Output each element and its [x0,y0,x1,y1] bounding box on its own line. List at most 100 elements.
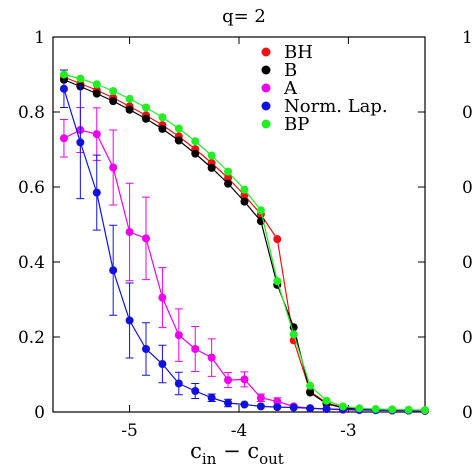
data-point [256,206,265,215]
series-bp [59,70,429,415]
data-point [224,167,233,176]
data-point [256,402,265,411]
data-point [421,406,429,415]
data-point [306,381,315,390]
data-point [256,393,265,402]
x-tick-label: -4 [231,421,248,441]
series-line [63,79,426,412]
chart-title: q= 2 [222,6,266,27]
data-point [306,404,315,413]
data-point [224,399,233,407]
y-tick-label: 0 [34,403,45,423]
x-axis-label: cin − cout [190,439,284,468]
series-a [59,107,429,415]
series-line [63,88,425,412]
data-point [191,387,200,395]
series-norm-lap [59,69,429,415]
data-point [92,80,101,89]
x-axis-label-sub-out: out [259,450,284,468]
data-point [207,151,216,160]
data-point [174,136,183,145]
data-point [92,130,101,139]
data-point [240,375,249,384]
data-point [125,228,134,236]
legend-marker [261,65,271,75]
data-point [306,388,315,397]
data-point [92,188,101,197]
plot-border [52,36,426,413]
data-point [355,404,364,413]
x-axis-label-minus-c: − c [216,439,259,463]
data-point [59,70,68,79]
y-tick-label: 0.4 [18,253,45,273]
data-point [207,353,216,362]
legend-marker [261,119,271,129]
data-point [59,134,68,143]
data-point [191,149,200,158]
legend-marker [261,83,271,93]
data-point [322,396,331,405]
data-point [59,84,68,93]
data-point [404,405,413,414]
y-tick-label-right: 0.4 [462,253,474,273]
data-point [273,277,282,286]
legend-label: A [283,78,298,99]
data-point [92,89,101,98]
data-point [76,138,85,147]
legend-marker [261,101,271,111]
data-point [109,87,118,95]
data-point [240,185,249,194]
series-layer [59,69,429,415]
data-point [338,402,347,411]
data-point [109,163,118,172]
y-tick-label: 1 [34,28,45,48]
data-point [125,94,134,103]
data-point [109,266,118,275]
data-point [273,235,282,244]
data-point [142,345,150,353]
data-point [109,97,118,106]
data-point [371,405,380,413]
data-point [322,405,331,413]
data-point [174,331,183,340]
data-point [142,234,150,243]
data-point [191,137,200,146]
y-tick-label-right: 0.2 [462,328,474,348]
data-point [142,103,150,112]
series-b [59,75,429,415]
y-tick-label-right: 0.6 [462,178,474,198]
data-point [174,379,183,388]
series-bh [59,73,429,415]
data-point [289,330,298,339]
y-tick-label: 0.6 [18,178,45,198]
data-point [158,113,167,122]
data-point [158,360,167,368]
legend-label: B [284,60,297,81]
data-point [224,179,233,188]
legend-label: Norm. Lap. [284,96,388,117]
x-tick-label: -5 [121,421,138,441]
data-point [125,105,134,114]
data-point [174,124,183,133]
y-tick-label: 0.2 [18,328,45,348]
data-point [240,197,249,206]
data-point [207,393,216,402]
y-tick-label-right: 0.8 [462,103,474,123]
series-line [63,73,426,411]
data-point [125,316,134,325]
data-point [142,114,150,123]
data-point [289,403,298,412]
y-tick-label-right: 0 [462,403,473,423]
data-point [273,397,282,406]
y-tick-label: 0.8 [18,103,45,123]
plot-frame [52,36,426,413]
data-point [224,174,233,182]
data-point [240,191,249,200]
x-axis-label-sub-in: in [202,450,217,468]
data-point [191,345,200,353]
x-tick-label: -3 [340,421,357,441]
legend-label: BP [284,114,309,135]
data-point [158,293,167,302]
